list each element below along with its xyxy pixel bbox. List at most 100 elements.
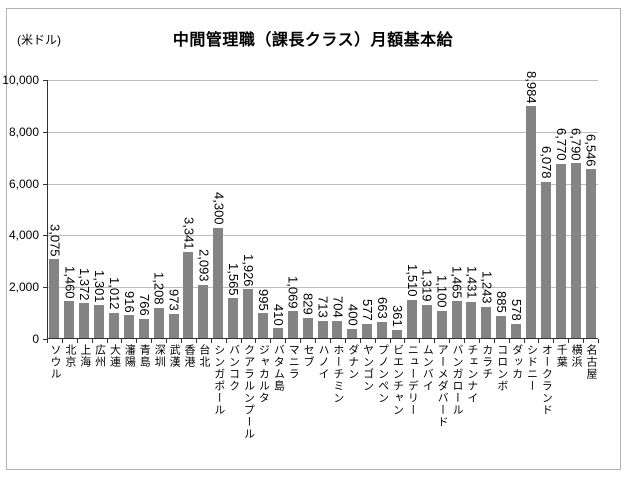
x-axis-label: バンガロール bbox=[451, 344, 464, 416]
x-axis-label: コロンボ bbox=[495, 344, 508, 392]
y-tick-label: 4,000 bbox=[8, 228, 39, 243]
bar-value-label: 1,301 bbox=[92, 269, 108, 303]
bar bbox=[302, 317, 313, 339]
x-tick-mark bbox=[524, 339, 525, 343]
bar bbox=[451, 301, 462, 339]
bar bbox=[153, 307, 164, 339]
bar bbox=[406, 299, 417, 339]
x-tick-mark bbox=[553, 339, 554, 343]
x-tick-mark bbox=[151, 339, 152, 343]
y-tick-label: 6,000 bbox=[8, 176, 39, 191]
bar-value-label: 8,984 bbox=[523, 70, 539, 104]
bar-value-label: 916 bbox=[121, 290, 137, 313]
y-axis-labels: 0 2,000 4,000 6,000 8,000 10,000 bbox=[0, 73, 43, 346]
x-tick-mark bbox=[255, 339, 256, 343]
bar bbox=[257, 313, 268, 339]
plot-area: 3,075 1,460 1,372 1,301 1,012 916 766 1,208 973 3… bbox=[43, 71, 599, 343]
bar-value-label: 704 bbox=[330, 296, 346, 318]
x-tick-mark bbox=[494, 339, 495, 343]
x-axis-label: 青島 bbox=[138, 344, 151, 368]
bar-value-label: 400 bbox=[345, 303, 361, 326]
bar bbox=[436, 310, 447, 339]
bar bbox=[347, 328, 358, 339]
bar-value-label: 577 bbox=[360, 299, 376, 322]
x-tick-mark bbox=[375, 339, 376, 343]
x-axis-label: ジャカルタ bbox=[257, 344, 270, 404]
bar-value-label: 1,565 bbox=[226, 262, 242, 296]
x-axis-label: ビエンチャン bbox=[391, 344, 404, 416]
x-tick-mark bbox=[315, 339, 316, 343]
x-tick-mark bbox=[464, 339, 465, 343]
x-axis-label: 横浜 bbox=[570, 344, 583, 368]
bar-value-label: 1,100 bbox=[434, 274, 450, 308]
x-tick-mark bbox=[479, 339, 480, 343]
bar bbox=[570, 163, 581, 339]
bar-value-label: 1,319 bbox=[419, 269, 435, 302]
bar-value-label: 1,460 bbox=[62, 265, 78, 299]
x-axis-label: 名古屋 bbox=[585, 344, 598, 380]
y-tick-label: 0 bbox=[32, 332, 39, 346]
bar-value-label: 1,926 bbox=[241, 253, 257, 287]
x-tick-mark bbox=[226, 339, 227, 343]
bar-value-label: 663 bbox=[375, 297, 391, 319]
bar bbox=[585, 169, 596, 339]
bar bbox=[555, 163, 566, 339]
x-tick-mark bbox=[404, 339, 405, 343]
gridline bbox=[47, 80, 598, 81]
bar-value-label: 4,300 bbox=[211, 192, 227, 225]
bar bbox=[391, 329, 402, 339]
bar-value-label: 1,372 bbox=[77, 267, 93, 301]
bar-value-label: 3,341 bbox=[181, 216, 197, 250]
x-axis-label: チェンナイ bbox=[465, 344, 478, 404]
x-axis-label: バタム島 bbox=[272, 344, 285, 392]
bar bbox=[109, 312, 119, 339]
x-axis-label: 瀋陽 bbox=[123, 344, 136, 368]
x-tick-mark bbox=[538, 339, 539, 343]
x-axis-label: 北京 bbox=[63, 344, 76, 368]
y-tick-mark bbox=[43, 235, 47, 237]
x-tick-mark bbox=[345, 339, 346, 343]
x-axis-label: ハノイ bbox=[317, 344, 329, 380]
bar-value-label: 6,078 bbox=[538, 146, 554, 179]
bar bbox=[79, 303, 90, 339]
bar-value-label: 6,790 bbox=[568, 127, 584, 161]
x-tick-mark bbox=[241, 339, 242, 343]
bar bbox=[332, 320, 343, 339]
x-tick-mark bbox=[598, 339, 599, 343]
x-tick-mark bbox=[583, 339, 584, 343]
bar bbox=[243, 289, 254, 339]
x-axis-label: 深圳 bbox=[153, 344, 166, 368]
x-axis-label: ホーチミン bbox=[331, 344, 344, 404]
x-axis-label: ニューデリー bbox=[406, 344, 419, 416]
x-tick-mark bbox=[196, 339, 197, 343]
chart-title: 中間管理職（課長クラス）月額基本給 bbox=[172, 32, 454, 49]
y-axis-unit-label: (米ドル) bbox=[17, 33, 61, 47]
bar bbox=[213, 227, 224, 339]
bar bbox=[168, 313, 179, 339]
x-tick-mark bbox=[449, 339, 450, 343]
x-tick-mark bbox=[47, 339, 48, 343]
bar-value-label: 3,075 bbox=[47, 223, 63, 257]
y-tick-label: 10,000 bbox=[2, 73, 39, 87]
x-tick-mark bbox=[92, 339, 93, 343]
bar-value-label: 2,093 bbox=[196, 249, 212, 282]
bar-value-label: 1,069 bbox=[285, 275, 301, 309]
bar-value-label: 829 bbox=[300, 292, 316, 315]
x-tick-mark bbox=[300, 339, 301, 343]
x-axis-label: ダッカ bbox=[510, 344, 523, 380]
x-tick-mark bbox=[419, 339, 420, 343]
bar bbox=[466, 301, 477, 339]
y-axis-line bbox=[47, 80, 48, 339]
x-axis-label: 台北 bbox=[197, 344, 210, 368]
bar bbox=[481, 306, 492, 339]
bar-value-label: 1,431 bbox=[464, 266, 480, 299]
bar-value-label: 1,208 bbox=[151, 272, 167, 305]
bar-value-label: 578 bbox=[509, 299, 525, 322]
bar bbox=[138, 319, 149, 339]
bar bbox=[228, 298, 239, 339]
x-tick-mark bbox=[136, 339, 137, 343]
bar bbox=[64, 301, 75, 339]
bar bbox=[94, 305, 105, 339]
x-axis-line bbox=[47, 338, 598, 339]
